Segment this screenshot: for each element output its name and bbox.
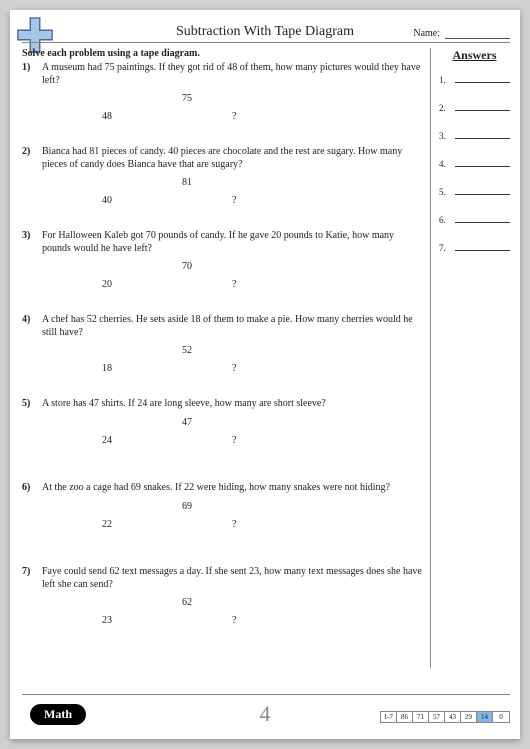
tape-total: 52 [182, 345, 192, 356]
score-cell: 86 [397, 712, 413, 722]
answer-row: 7. [439, 241, 510, 253]
name-label: Name: [413, 28, 440, 39]
worksheet-page: Subtraction With Tape Diagram Name: Solv… [10, 10, 520, 739]
answers-title: Answers [439, 48, 510, 63]
answer-blank-line[interactable] [455, 101, 510, 111]
problem: 3) For Halloween Kaleb got 70 pounds of c… [22, 230, 422, 300]
tape-part-unknown: ? [232, 195, 236, 206]
problem-text: A chef has 52 cherries. He sets aside 18… [42, 314, 422, 339]
tape-diagram: 62 23? [42, 597, 402, 631]
answer-row: 6. [439, 213, 510, 225]
problem-number: 7) [22, 566, 30, 577]
tape-part-known: 20 [102, 279, 112, 290]
answer-blank-line[interactable] [455, 73, 510, 83]
answer-blank-line[interactable] [455, 185, 510, 195]
answer-row: 2. [439, 101, 510, 113]
score-cell: 0 [493, 712, 509, 722]
answer-blank-line[interactable] [455, 213, 510, 223]
tape-diagram: 47 24? [42, 417, 402, 451]
tape-part-unknown: ? [232, 363, 236, 374]
tape-total: 75 [182, 93, 192, 104]
tape-part-unknown: ? [232, 435, 236, 446]
answer-blank-line[interactable] [455, 157, 510, 167]
score-cell: 71 [413, 712, 429, 722]
footer-divider [22, 694, 510, 695]
problem-text: Bianca had 81 pieces of candy. 40 pieces… [42, 146, 422, 171]
name-input-line[interactable] [445, 38, 510, 39]
tape-diagram: 52 18? [42, 345, 402, 379]
tape-part-known: 18 [102, 363, 112, 374]
tape-diagram: 70 20? [42, 261, 402, 295]
problem-text: At the zoo a cage had 69 snakes. If 22 w… [42, 482, 422, 495]
worksheet-title: Subtraction With Tape Diagram [10, 24, 520, 40]
tape-total: 69 [182, 501, 192, 512]
answer-number: 3. [439, 131, 451, 141]
problem-number: 1) [22, 62, 30, 73]
answers-panel: Answers 1. 2. 3. 4. 5. 6. 7. [430, 48, 510, 668]
answer-blank-line[interactable] [455, 241, 510, 251]
answer-row: 1. [439, 73, 510, 85]
problem-text: A museum had 75 paintings. If they got r… [42, 62, 422, 87]
score-box: 1-7 8671574329140 [380, 711, 510, 723]
answers-list: 1. 2. 3. 4. 5. 6. 7. [439, 73, 510, 253]
problem-text: For Halloween Kaleb got 70 pounds of can… [42, 230, 422, 255]
problem-number: 3) [22, 230, 30, 241]
answer-number: 2. [439, 103, 451, 113]
answer-number: 1. [439, 75, 451, 85]
tape-part-known: 22 [102, 519, 112, 530]
tape-part-known: 40 [102, 195, 112, 206]
problem: 2) Bianca had 81 pieces of candy. 40 piec… [22, 146, 422, 216]
problem: 7) Faye could send 62 text messages a day… [22, 566, 422, 636]
problems-container: 1) A museum had 75 paintings. If they got… [22, 62, 422, 650]
answer-blank-line[interactable] [455, 129, 510, 139]
score-range-label: 1-7 [381, 712, 397, 722]
problem-text: A store has 47 shirts. If 24 are long sl… [42, 398, 422, 411]
problem: 5) A store has 47 shirts. If 24 are long … [22, 398, 422, 468]
tape-part-unknown: ? [232, 519, 236, 530]
problem-number: 4) [22, 314, 30, 325]
score-cell: 57 [429, 712, 445, 722]
tape-part-unknown: ? [232, 111, 236, 122]
tape-total: 81 [182, 177, 192, 188]
answer-number: 7. [439, 243, 451, 253]
answer-row: 5. [439, 185, 510, 197]
score-cell: 14 [477, 712, 493, 722]
tape-total: 62 [182, 597, 192, 608]
score-cell: 43 [445, 712, 461, 722]
tape-part-known: 48 [102, 111, 112, 122]
tape-diagram: 69 22? [42, 501, 402, 535]
answer-number: 5. [439, 187, 451, 197]
problem-number: 6) [22, 482, 30, 493]
tape-part-unknown: ? [232, 615, 236, 626]
tape-diagram: 81 40? [42, 177, 402, 211]
problem: 4) A chef has 52 cherries. He sets aside … [22, 314, 422, 384]
answer-row: 4. [439, 157, 510, 169]
problem-number: 2) [22, 146, 30, 157]
problem-number: 5) [22, 398, 30, 409]
problem-text: Faye could send 62 text messages a day. … [42, 566, 422, 591]
tape-total: 70 [182, 261, 192, 272]
tape-total: 47 [182, 417, 192, 428]
instruction-text: Solve each problem using a tape diagram. [22, 48, 200, 59]
answer-row: 3. [439, 129, 510, 141]
answer-number: 4. [439, 159, 451, 169]
score-cell: 29 [461, 712, 477, 722]
tape-part-known: 24 [102, 435, 112, 446]
problem: 1) A museum had 75 paintings. If they got… [22, 62, 422, 132]
answer-number: 6. [439, 215, 451, 225]
tape-part-unknown: ? [232, 279, 236, 290]
tape-part-known: 23 [102, 615, 112, 626]
problem: 6) At the zoo a cage had 69 snakes. If 22… [22, 482, 422, 552]
header-divider [22, 42, 510, 43]
tape-diagram: 75 48? [42, 93, 402, 127]
